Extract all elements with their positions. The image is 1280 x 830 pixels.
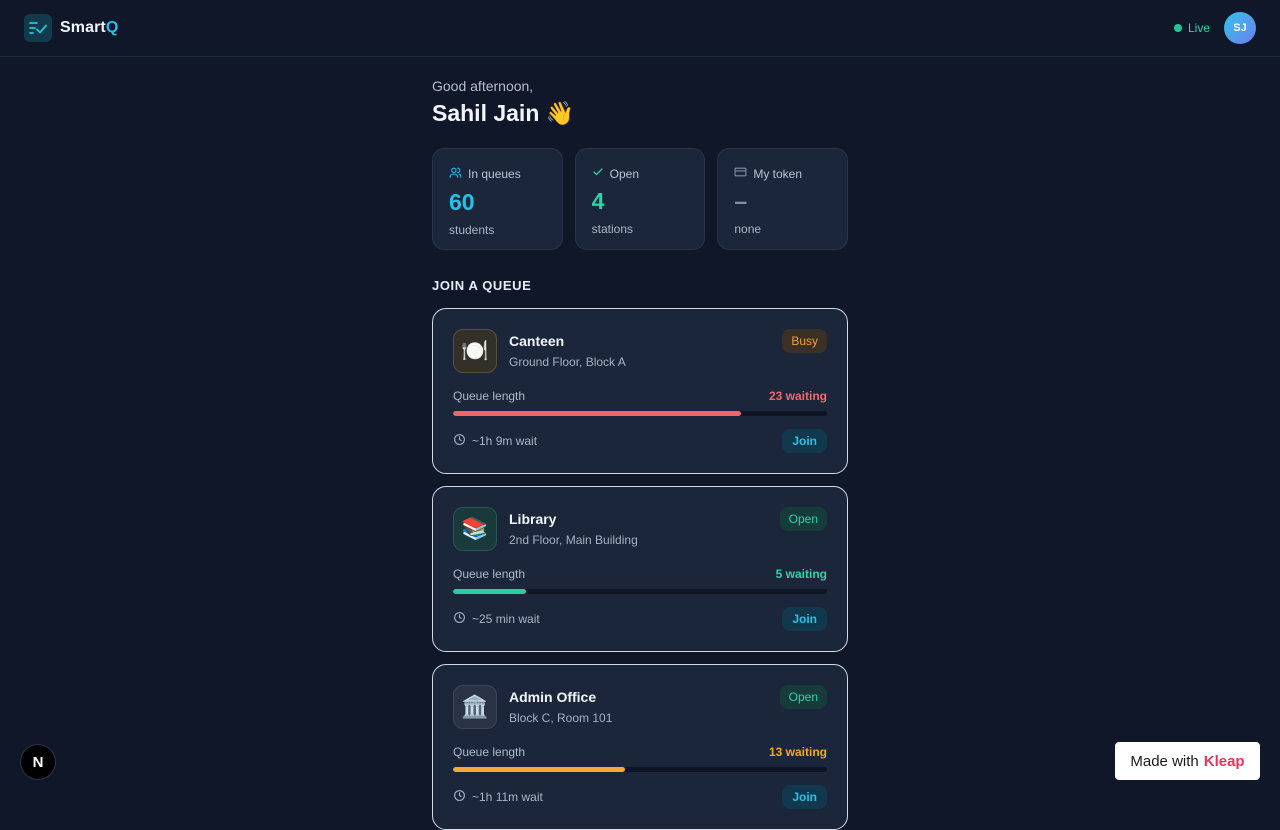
stat-label: Open: [609, 166, 640, 181]
queue-progress-fill: [453, 589, 526, 594]
stat-card-in-queues: In queues 60 students: [432, 148, 563, 250]
made-with-badge[interactable]: Made with Kleap: [1115, 742, 1260, 780]
waiting-count: 23 waiting: [768, 389, 827, 403]
queue-progress-track: [453, 411, 827, 416]
station-name: Library: [509, 511, 557, 527]
queue-progress-track: [453, 767, 827, 772]
stat-card-open: Open 4 stations: [574, 148, 706, 250]
wait-time: ~25 min wait: [453, 611, 540, 627]
users-icon: [449, 166, 462, 182]
logo-icon: [24, 14, 52, 42]
station-card-canteen[interactable]: 🍽️ Canteen Ground Floor, Block A Busy Qu…: [432, 308, 848, 474]
brand[interactable]: SmartQ: [24, 14, 118, 42]
section-title: JOIN A QUEUE: [432, 278, 532, 293]
status-badge: Open: [779, 507, 827, 531]
stat-value: –: [734, 188, 748, 214]
clock-icon: [453, 789, 466, 805]
brand-name: SmartQ: [60, 19, 119, 36]
building-icon: 🏛️: [453, 685, 497, 729]
check-icon: [592, 166, 604, 181]
clock-icon: [453, 433, 466, 449]
queue-length-label: Queue length: [453, 389, 526, 403]
wait-time-label: ~1h 11m wait: [472, 790, 543, 804]
wait-time: ~1h 9m wait: [453, 433, 537, 449]
stat-label: My token: [753, 166, 803, 181]
station-location: 2nd Floor, Main Building: [509, 533, 638, 547]
live-indicator: Live: [1173, 21, 1210, 35]
station-list: 🍽️ Canteen Ground Floor, Block A Busy Qu…: [432, 308, 848, 830]
join-button[interactable]: Join: [782, 785, 827, 809]
join-button[interactable]: Join: [782, 607, 827, 631]
greeting-salutation: Good afternoon,: [432, 78, 534, 94]
stat-card-my-token: My token – none: [717, 148, 849, 250]
stat-value: 60: [449, 189, 475, 215]
station-name: Canteen: [509, 333, 565, 349]
wait-time-label: ~1h 9m wait: [472, 434, 538, 448]
queue-progress-fill: [453, 411, 741, 416]
next-dev-badge[interactable]: N: [20, 744, 56, 780]
made-with-label: Made with: [1130, 752, 1199, 770]
stat-sub: students: [449, 223, 495, 238]
avatar[interactable]: SJ: [1224, 12, 1256, 44]
station-card-admin-office[interactable]: 🏛️ Admin Office Block C, Room 101 Open Q…: [432, 664, 848, 830]
wait-time: ~1h 11m wait: [453, 789, 543, 805]
waiting-count: 13 waiting: [768, 745, 827, 759]
user-name: Sahil Jain 👋: [432, 100, 575, 126]
clock-icon: [453, 611, 466, 627]
wait-time-label: ~25 min wait: [472, 612, 540, 626]
waiting-count: 5 waiting: [775, 567, 827, 581]
books-icon: 📚: [453, 507, 497, 551]
stat-value: 4: [591, 188, 605, 214]
stat-sub: none: [734, 222, 762, 237]
made-with-brand: Kleap: [1203, 752, 1245, 770]
join-button[interactable]: Join: [782, 429, 827, 453]
plate-icon: 🍽️: [453, 329, 497, 373]
stat-label: In queues: [468, 167, 521, 181]
status-badge: Busy: [782, 329, 827, 353]
live-label: Live: [1187, 21, 1210, 35]
live-dot-icon: [1173, 24, 1182, 32]
queue-progress-fill: [453, 767, 626, 772]
station-location: Ground Floor, Block A: [509, 355, 626, 369]
card-icon: [734, 166, 747, 181]
main-content: Good afternoon, Sahil Jain 👋 In queues 6…: [432, 57, 849, 830]
station-location: Block C, Room 101: [509, 711, 613, 725]
queue-length-label: Queue length: [453, 745, 526, 759]
top-bar: SmartQ Live SJ: [0, 0, 1280, 57]
station-name: Admin Office: [509, 689, 597, 705]
status-badge: Open: [779, 685, 827, 709]
station-card-library[interactable]: 📚 Library 2nd Floor, Main Building Open …: [432, 486, 848, 652]
stat-sub: stations: [591, 222, 634, 237]
queue-length-label: Queue length: [453, 567, 526, 581]
queue-progress-track: [453, 589, 827, 594]
stats-row: In queues 60 students Open 4 stations: [432, 148, 849, 250]
